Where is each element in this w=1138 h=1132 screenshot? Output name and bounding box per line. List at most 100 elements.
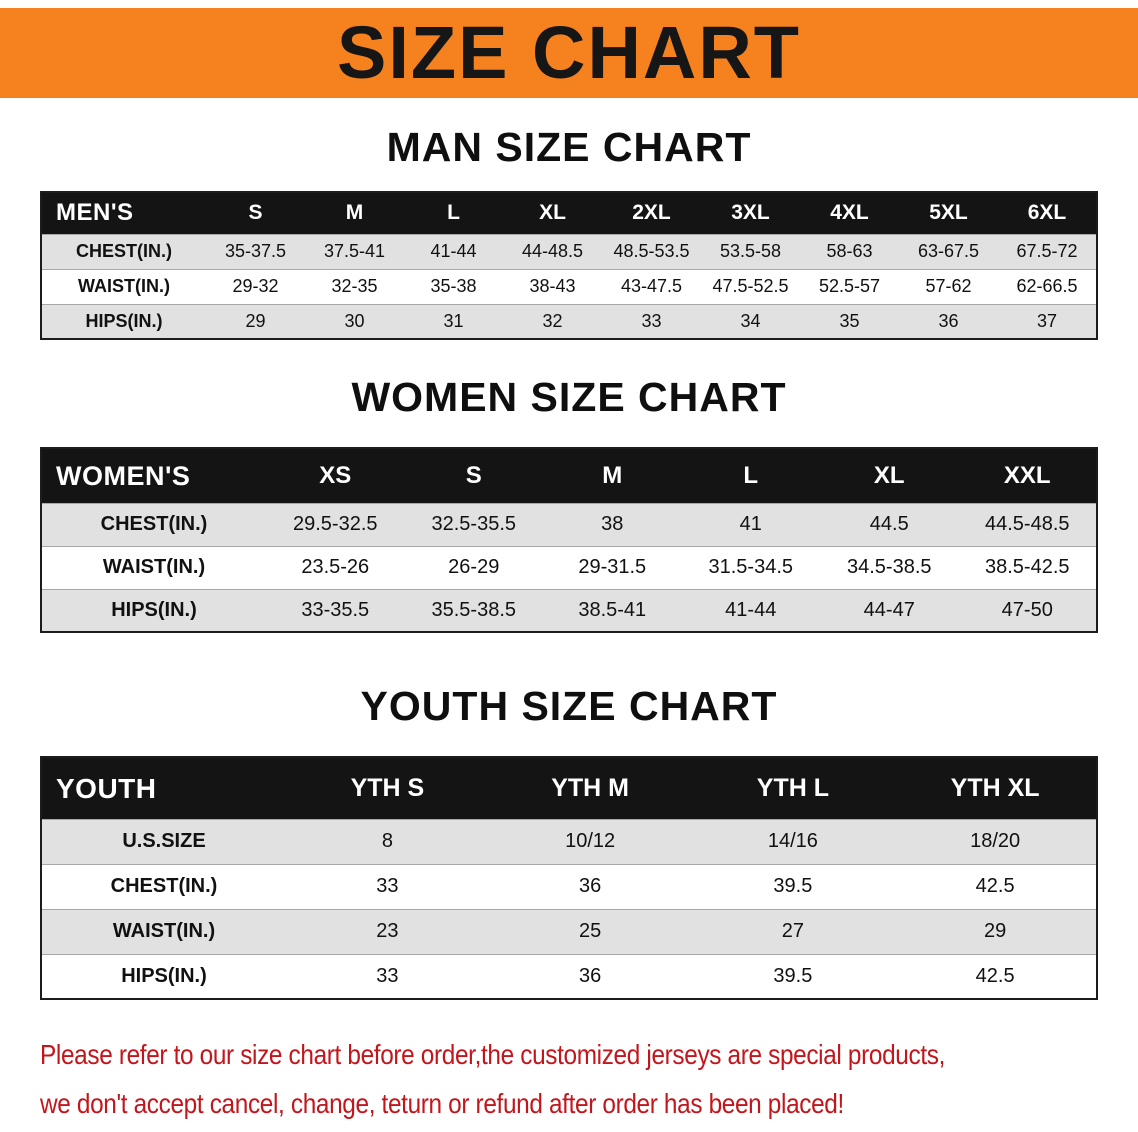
value-cell: 58-63: [826, 241, 873, 262]
table-row: WAIST(IN.) 29-32 32-35 35-38 38-43 43-47.5 47.…: [41, 269, 1097, 304]
value-cell: 67.5-72: [1016, 241, 1078, 262]
value-cell: 53.5-58: [719, 241, 782, 262]
value-cell: 26-29: [448, 556, 500, 579]
value-cell: 31.5-34.5: [708, 556, 793, 579]
size-header-cell: S: [248, 201, 263, 225]
table-title-cell: WOMEN'S: [56, 460, 191, 491]
size-header-cell: 5XL: [929, 201, 968, 225]
size-header-cell: YTH L: [756, 774, 829, 803]
row-label-cell: HIPS(IN.): [111, 599, 197, 622]
men-size-section: MAN SIZE CHART MEN'S S M L XL 2XL 3XL 4XL 5XL 6XL…: [0, 124, 1138, 341]
value-cell: 47-50: [1001, 599, 1053, 622]
size-header-cell: XL: [539, 201, 566, 225]
youth-section-heading: YOUTH SIZE CHART: [360, 683, 778, 730]
table-row: U.S.SIZE 8 10/12 14/16 18/20: [41, 819, 1097, 865]
value-cell: 35-38: [430, 276, 477, 297]
value-cell: 42.5: [975, 965, 1015, 988]
size-header-cell: XXL: [1003, 462, 1051, 490]
table-row: CHEST(IN.) 35-37.5 37.5-41 41-44 44-48.5 48.5…: [41, 234, 1097, 270]
table-title-cell: MEN'S: [56, 199, 134, 227]
table-head: WOMEN'S XS S M L XL XXL: [41, 448, 1097, 504]
row-label-cell: CHEST(IN.): [110, 875, 218, 898]
row-label-cell: WAIST(IN.): [112, 920, 216, 943]
table-body: CHEST(IN.) 35-37.5 37.5-41 41-44 44-48.5 48.5…: [41, 234, 1097, 340]
value-cell: 35-37.5: [224, 241, 287, 262]
size-header-cell: 2XL: [632, 201, 671, 225]
table-row: HIPS(IN.) 33 36 39.5 42.5: [41, 954, 1097, 999]
table-header-row: WOMEN'S XS S M L XL XXL: [41, 448, 1097, 504]
value-cell: 44.5-48.5: [984, 513, 1070, 536]
size-header-cell: YTH S: [350, 774, 425, 803]
value-cell: 29: [984, 920, 1007, 943]
men-section-heading: MAN SIZE CHART: [386, 124, 752, 170]
table-row: CHEST(IN.) 29.5-32.5 32.5-35.5 38 41 44.5 44.5…: [41, 503, 1097, 547]
value-cell: 23: [376, 920, 399, 943]
table-row: HIPS(IN.) 33-35.5 35.5-38.5 38.5-41 41-44 44-…: [41, 589, 1097, 633]
table-header-row: YOUTH YTH S YTH M YTH L YTH XL: [41, 757, 1097, 820]
size-header-cell: YTH XL: [950, 774, 1040, 803]
value-cell: 29: [245, 310, 266, 331]
size-header-cell: 6XL: [1027, 201, 1067, 225]
value-cell: 34.5-38.5: [846, 556, 932, 579]
table-row: WAIST(IN.) 23 25 27 29: [41, 909, 1097, 955]
value-cell: 33: [376, 965, 399, 988]
size-header-cell: L: [447, 201, 460, 225]
row-label-cell: U.S.SIZE: [122, 830, 206, 853]
value-cell: 52.5-57: [818, 276, 881, 297]
value-cell: 14/16: [767, 830, 818, 853]
women-size-table: WOMEN'S XS S M L XL XXL CHEST(IN.) 29.5-32.5 32.5…: [40, 447, 1098, 634]
value-cell: 29.5-32.5: [292, 513, 378, 536]
table-row: WAIST(IN.) 23.5-26 26-29 29-31.5 31.5-34.5 34…: [41, 546, 1097, 589]
value-cell: 29-32: [232, 276, 279, 297]
size-header-cell: 3XL: [731, 201, 770, 225]
notice-line-2: we don't accept cancel, change, teturn o…: [40, 1088, 844, 1120]
banner: SIZE CHART: [0, 8, 1138, 98]
size-header-cell: L: [743, 462, 759, 490]
value-cell: 29-31.5: [578, 556, 647, 579]
value-cell: 48.5-53.5: [613, 241, 690, 262]
value-cell: 38-43: [529, 276, 576, 297]
size-header-cell: YTH M: [551, 774, 630, 803]
value-cell: 47.5-52.5: [712, 276, 789, 297]
table-head: YOUTH YTH S YTH M YTH L YTH XL: [41, 757, 1097, 820]
size-header-cell: XL: [873, 462, 905, 490]
table-title-cell: YOUTH: [56, 772, 157, 804]
value-cell: 37.5-41: [323, 241, 386, 262]
row-label-cell: HIPS(IN.): [85, 310, 163, 331]
value-cell: 39.5: [773, 875, 813, 898]
page-title: SIZE CHART: [337, 11, 801, 94]
value-cell: 33: [376, 875, 399, 898]
size-header-cell: S: [465, 462, 482, 490]
table-body: CHEST(IN.) 29.5-32.5 32.5-35.5 38 41 44.5 44.5…: [41, 503, 1097, 633]
size-header-cell: 4XL: [830, 201, 869, 225]
value-cell: 37: [1036, 310, 1058, 331]
value-cell: 62-66.5: [1016, 276, 1078, 297]
table-head: MEN'S S M L XL 2XL 3XL 4XL 5XL 6XL: [41, 192, 1097, 235]
value-cell: 44-47: [863, 599, 915, 622]
row-label-cell: HIPS(IN.): [121, 965, 207, 988]
value-cell: 39.5: [773, 965, 813, 988]
value-cell: 36: [579, 965, 602, 988]
table-row: HIPS(IN.) 29 30 31 32 33 34 35 36 37: [41, 304, 1097, 340]
value-cell: 18/20: [970, 830, 1021, 853]
value-cell: 41-44: [430, 241, 477, 262]
value-cell: 41: [739, 513, 762, 536]
value-cell: 33-35.5: [301, 599, 370, 622]
row-label-cell: CHEST(IN.): [100, 513, 208, 536]
value-cell: 33: [641, 310, 662, 331]
value-cell: 31: [443, 310, 464, 331]
value-cell: 25: [579, 920, 602, 943]
value-cell: 32.5-35.5: [431, 513, 516, 536]
row-label-cell: WAIST(IN.): [78, 276, 170, 297]
value-cell: 38: [601, 513, 624, 536]
row-label-cell: WAIST(IN.): [102, 556, 206, 579]
value-cell: 32-35: [331, 276, 378, 297]
value-cell: 23.5-26: [301, 556, 370, 579]
value-cell: 36: [579, 875, 602, 898]
value-cell: 44.5: [869, 513, 909, 536]
row-label-cell: CHEST(IN.): [76, 241, 172, 262]
size-header-cell: M: [345, 201, 364, 225]
value-cell: 10/12: [565, 830, 616, 853]
value-cell: 38.5-42.5: [984, 556, 1070, 579]
